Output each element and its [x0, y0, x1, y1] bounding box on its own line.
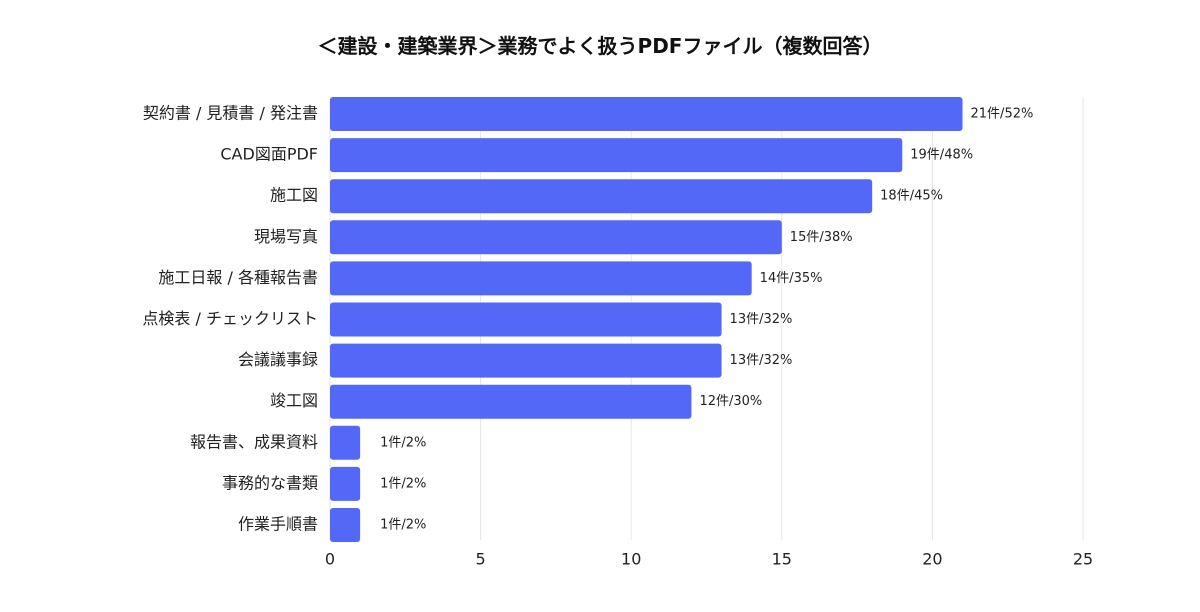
- x-tick-label-3: 15: [772, 550, 792, 569]
- category-label-4: 施工日報 / 各種報告書: [158, 268, 318, 287]
- category-label-3: 現場写真: [254, 227, 318, 246]
- category-label-2: 施工図: [270, 186, 318, 205]
- value-label-3: 15件/38%: [790, 230, 853, 245]
- value-labels: 21件/52% 19件/48% 18件/45% 15件/38% 14件/35% 13件/3…: [380, 107, 1033, 533]
- bar-10: [330, 508, 361, 542]
- bars: [330, 97, 963, 542]
- chart-title: ＜建設・建築業界＞業務でよく扱うPDFファイル（複数回答）: [317, 34, 883, 58]
- value-label-9: 1件/2%: [380, 476, 426, 491]
- bar-0: [330, 97, 963, 131]
- bar-6: [330, 343, 722, 378]
- bar-9: [330, 466, 361, 501]
- value-label-10: 1件/2%: [380, 518, 426, 533]
- bar-3: [330, 220, 782, 255]
- bar-8: [330, 425, 361, 460]
- bar-7: [330, 384, 692, 419]
- x-tick-label-5: 25: [1073, 550, 1093, 569]
- bar-2: [330, 179, 873, 214]
- value-label-1: 19件/48%: [910, 148, 973, 163]
- bar-1: [330, 138, 903, 173]
- x-tick-label-1: 5: [476, 550, 486, 569]
- value-label-4: 14件/35%: [760, 271, 823, 286]
- value-label-5: 13件/32%: [730, 312, 793, 327]
- category-label-1: CAD図面PDF: [220, 145, 318, 164]
- category-label-5: 点検表 / チェックリスト: [142, 309, 318, 328]
- value-label-2: 18件/45%: [880, 189, 943, 204]
- category-label-8: 報告書、成果資料: [190, 432, 318, 451]
- x-axis-ticks: 0 5 10 15 20 25: [325, 550, 1093, 569]
- bar-5: [330, 302, 722, 337]
- category-label-6: 会議議事録: [238, 350, 318, 369]
- value-label-0: 21件/52%: [971, 107, 1034, 122]
- bar-4: [330, 261, 752, 296]
- x-tick-label-0: 0: [325, 550, 335, 569]
- value-label-6: 13件/32%: [730, 353, 793, 368]
- value-label-7: 12件/30%: [699, 394, 762, 409]
- category-label-0: 契約書 / 見積書 / 発注書: [143, 104, 318, 123]
- category-label-9: 事務的な書類: [222, 473, 318, 492]
- category-label-7: 竣工図: [270, 391, 318, 410]
- value-label-8: 1件/2%: [380, 435, 426, 450]
- category-label-10: 作業手順書: [238, 515, 318, 534]
- x-tick-label-2: 10: [621, 550, 641, 569]
- x-tick-label-4: 20: [922, 550, 942, 569]
